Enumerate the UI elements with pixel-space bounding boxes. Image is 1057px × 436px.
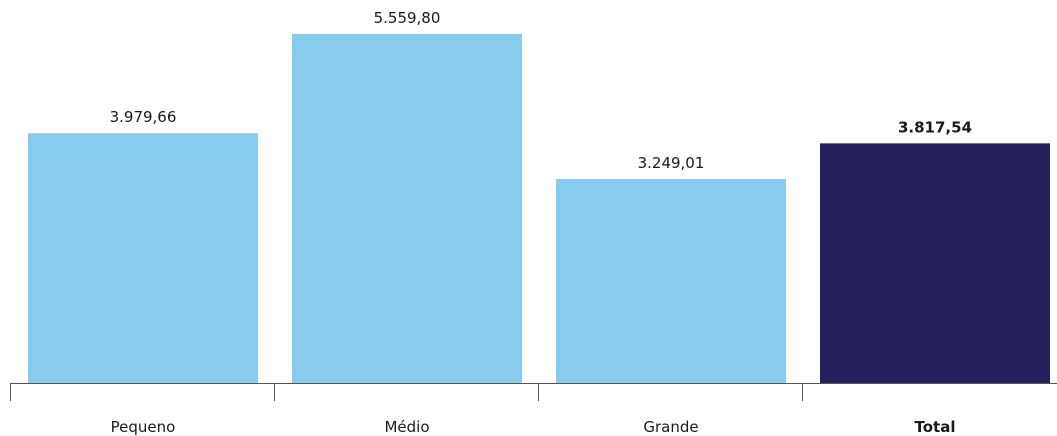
value-label-grande: 3.249,01	[638, 154, 705, 172]
value-label-pequeno: 3.979,66	[110, 108, 177, 126]
bar-total	[820, 143, 1050, 383]
tick-label-medio: Médio	[384, 418, 429, 436]
bar-pequeno	[28, 133, 258, 383]
tick-label-pequeno: Pequeno	[111, 418, 176, 436]
bars-group	[28, 34, 1050, 383]
tick-label-total: Total	[915, 418, 956, 436]
tick-label-grande: Grande	[643, 418, 698, 436]
x-axis-tick-labels: Pequeno Médio Grande Total	[111, 418, 956, 436]
x-axis-ticks	[11, 384, 803, 401]
bar-grande	[556, 179, 786, 383]
bar-medio	[292, 34, 522, 383]
value-label-total: 3.817,54	[898, 118, 972, 136]
value-label-medio: 5.559,80	[374, 9, 441, 27]
